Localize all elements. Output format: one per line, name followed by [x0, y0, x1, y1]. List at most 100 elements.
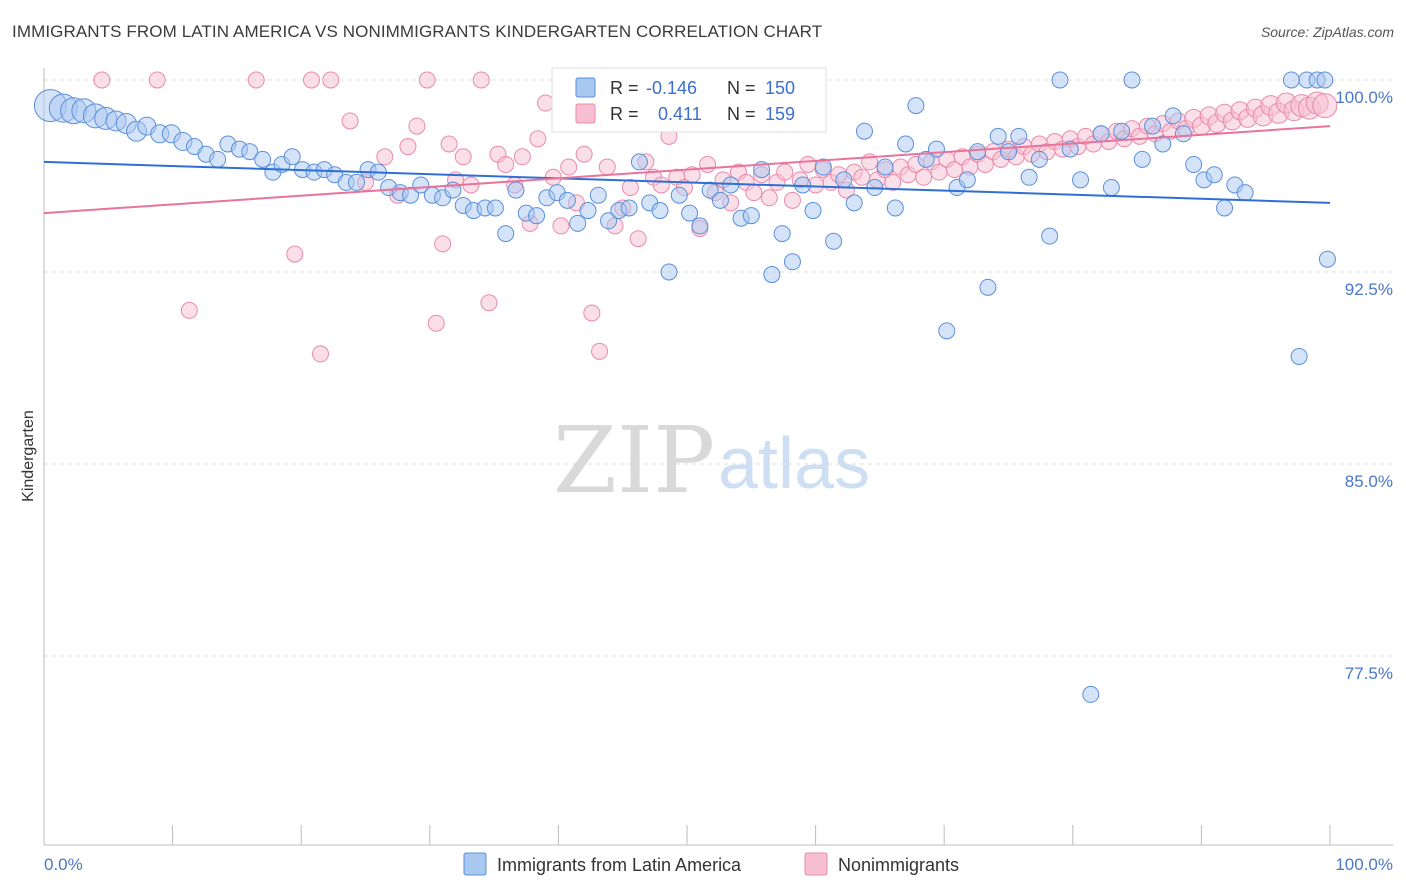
stats-box-frame [551, 67, 827, 133]
latin-america-point [1164, 107, 1182, 125]
nonimmigrants-point [552, 217, 570, 235]
latin-america-point [670, 186, 688, 204]
latin-america-point [691, 217, 709, 235]
latin-america-point [701, 181, 719, 199]
y-tick-label: 100.0% [1335, 88, 1393, 107]
latin-america-point [1123, 71, 1141, 89]
stats-blue-swatch [575, 77, 596, 98]
nonimmigrants-point [575, 145, 593, 163]
stats-legend-box: R = -0.146 N = 150 R = 0.411 N = 159 [551, 67, 827, 133]
x-tick-label-max: 100.0% [1335, 855, 1393, 874]
latin-america-point [681, 204, 699, 222]
nonimmigrants-point [454, 148, 472, 166]
latin-america-point [1236, 184, 1254, 202]
latin-america-point [897, 135, 915, 153]
nonimmigrants-point [529, 130, 547, 148]
nonimmigrants-point [180, 301, 198, 319]
latin-america-point [1102, 179, 1120, 197]
stats-pink-swatch [575, 103, 596, 124]
nonimmigrants-point [853, 168, 871, 186]
latin-america-point [938, 322, 956, 340]
stats-pink-n-value: 159 [765, 104, 795, 124]
latin-america-point [589, 186, 607, 204]
nonimmigrants-point [427, 314, 445, 332]
latin-america-point [958, 171, 976, 189]
watermark: ZIP atlas [553, 407, 870, 514]
stats-pink-r-value: 0.411 [658, 104, 702, 124]
nonimmigrants-point [434, 235, 452, 253]
nonimmigrants-point [513, 148, 531, 166]
latin-america-point [979, 278, 997, 296]
y-axis-label: Kindergarten [20, 410, 37, 502]
stats-pink-r-label: R = [610, 104, 639, 124]
nonimmigrants-point [93, 71, 111, 89]
nonimmigrants-point [591, 342, 609, 360]
trend-lines [43, 125, 1331, 215]
nonimmigrants-point [247, 71, 265, 89]
latin-america-point [600, 212, 618, 230]
latin-america-point [241, 143, 259, 161]
bottom-legend: Immigrants from Latin America Nonimmigra… [463, 852, 959, 876]
latin-america-points [33, 71, 1336, 703]
latin-america-point [917, 150, 935, 168]
latin-america-point [1290, 347, 1308, 365]
latin-america-point [1316, 71, 1334, 89]
nonimmigrants-point [629, 230, 647, 248]
latin-america-point [1072, 171, 1090, 189]
nonimmigrants-point [376, 148, 394, 166]
latin-america-point [1185, 155, 1203, 173]
nonimmigrants-point [915, 168, 933, 186]
latin-america-point [497, 225, 515, 243]
latin-america-point [209, 150, 227, 168]
stats-blue-r-value: -0.146 [646, 78, 697, 98]
chart-source: Source: ZipAtlas.com [1260, 24, 1394, 40]
latin-america-point [742, 207, 760, 225]
chart-title: IMMIGRANTS FROM LATIN AMERICA VS NONIMMI… [12, 22, 823, 41]
latin-america-point [1010, 127, 1028, 145]
nonimmigrants-point [799, 155, 817, 173]
nonimmigrants-point [621, 179, 639, 197]
latin-america-point [825, 232, 843, 250]
nonimmigrants-point [497, 155, 515, 173]
nonimmigrants-point [560, 158, 578, 176]
nonimmigrants-point [976, 155, 994, 173]
latin-america-point [835, 171, 853, 189]
nonimmigrants-point [311, 345, 329, 363]
nonimmigrants-point [480, 294, 498, 312]
latin-america-point [1041, 227, 1059, 245]
latin-america-point [528, 207, 546, 225]
nonimmigrants-point [652, 176, 670, 194]
legend-blue-swatch [463, 852, 487, 876]
latin-america-point [254, 150, 272, 168]
latin-america-point [1030, 150, 1048, 168]
latin-america-point [1000, 143, 1017, 161]
nonimmigrants-point [884, 173, 902, 191]
latin-america-point [1061, 140, 1079, 158]
nonimmigrants-point [472, 71, 490, 89]
x-tick-label-min: 0.0% [44, 855, 83, 874]
latin-america-point [783, 253, 801, 271]
latin-america-point [927, 140, 945, 158]
stats-blue-n-value: 150 [765, 78, 795, 98]
nonimmigrants-point [440, 135, 458, 153]
latin-america-point [845, 194, 863, 212]
latin-america-point [1082, 685, 1100, 703]
latin-america-point [1318, 250, 1336, 268]
legend-pink-swatch [804, 852, 828, 876]
latin-america-point [804, 202, 822, 220]
latin-america-point [630, 153, 648, 171]
latin-america-point [507, 181, 525, 199]
nonimmigrants-point [408, 117, 426, 135]
nonimmigrants-point [583, 304, 601, 322]
y-tick-label: 85.0% [1345, 472, 1393, 491]
latin-america-point [1133, 150, 1151, 168]
nonimmigrants-point [341, 112, 359, 130]
nonimmigrants-point [302, 71, 320, 89]
latin-america-point [855, 122, 873, 140]
latin-america-point [907, 97, 925, 115]
latin-america-point [412, 176, 430, 194]
nonimmigrants-point [760, 189, 778, 207]
latin-america-point [1020, 168, 1038, 186]
latin-america-point [886, 199, 904, 217]
